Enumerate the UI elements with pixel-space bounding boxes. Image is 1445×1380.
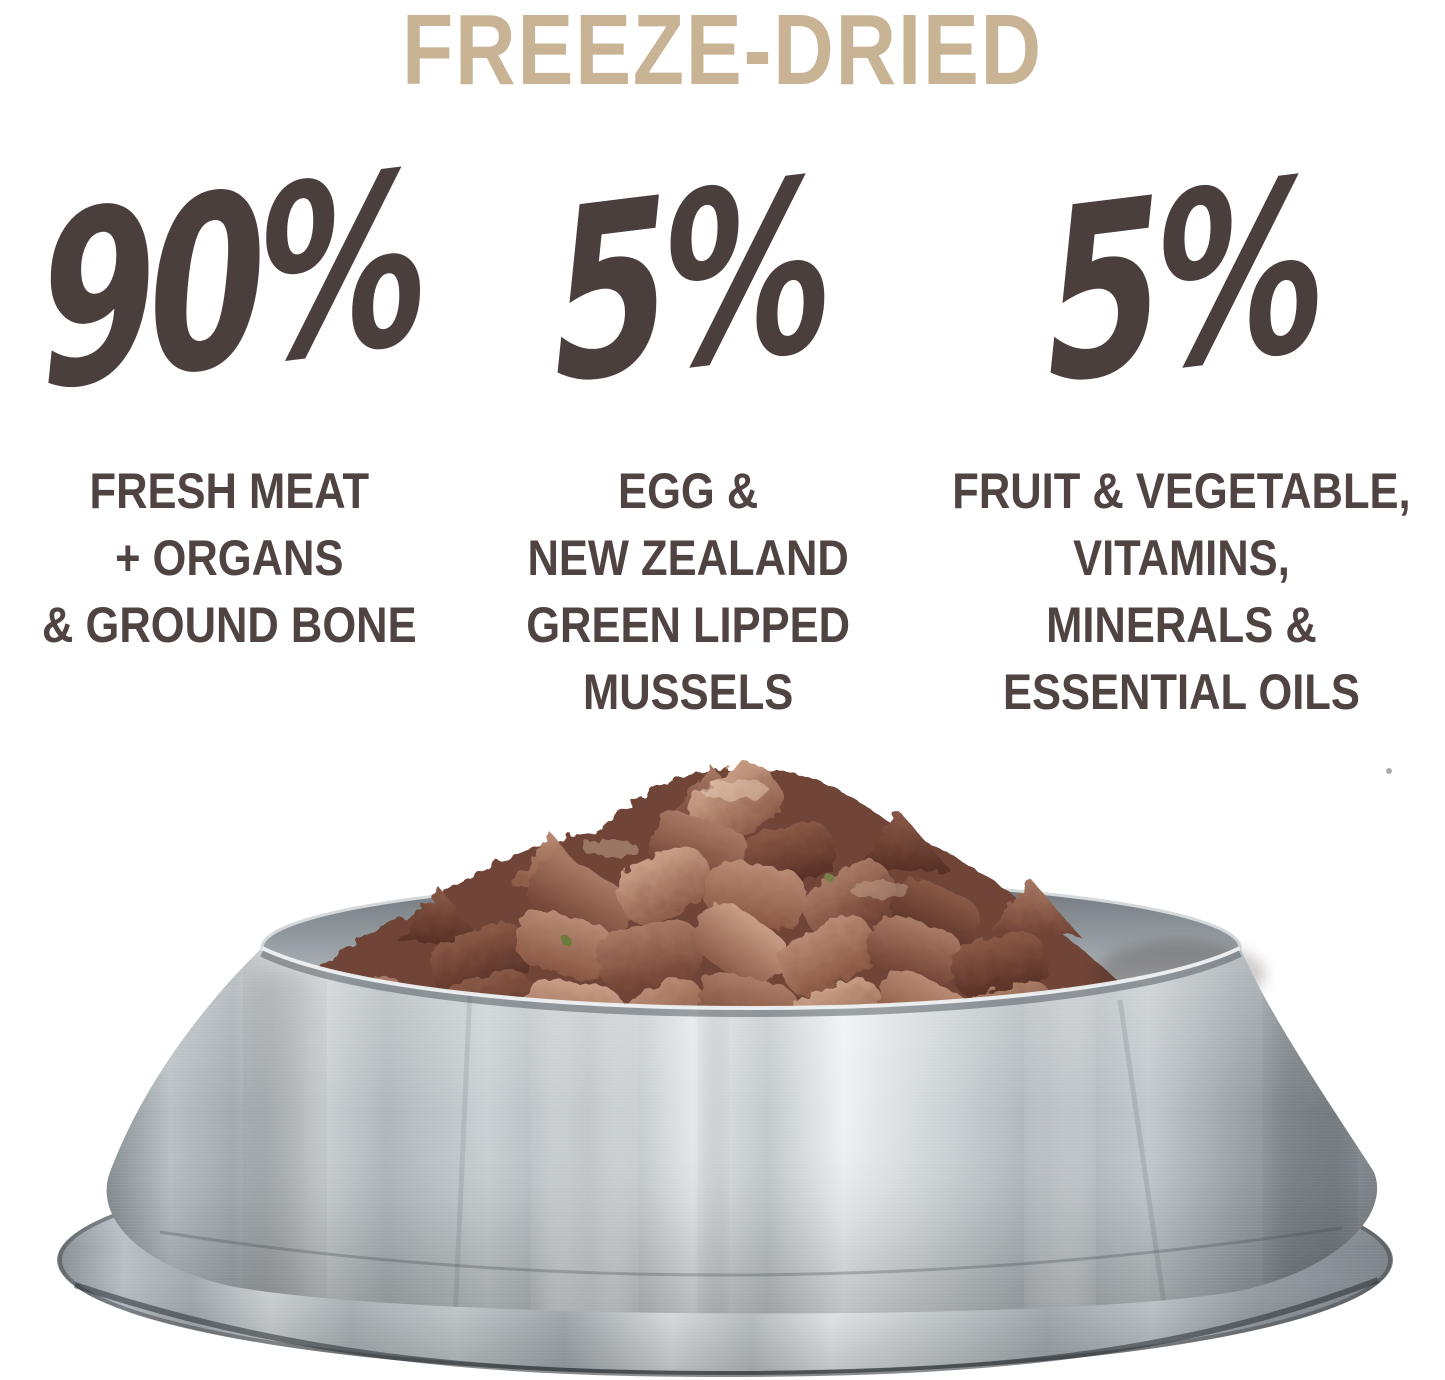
page-title-text: FREEZE-DRIED bbox=[402, 0, 1043, 106]
percent-value-fruit-veg: 5% bbox=[1040, 127, 1323, 437]
percent-value-egg-mussels: 5% bbox=[548, 127, 830, 437]
percent-wrap: 5% bbox=[459, 127, 918, 437]
composition-columns: 90% FRESH MEAT + ORGANS & GROUND BONE 5%… bbox=[0, 120, 1445, 726]
composition-column-egg-mussels: 5% EGG & NEW ZEALAND GREEN LIPPED MUSSEL… bbox=[459, 127, 918, 726]
percent-wrap: 5% bbox=[918, 127, 1445, 437]
percent-label-egg-mussels: EGG & NEW ZEALAND GREEN LIPPED MUSSELS bbox=[526, 463, 851, 720]
page-title: FREEZE-DRIED bbox=[0, 0, 1445, 100]
percent-label-fruit-veg: FRUIT & VEGETABLE, VITAMINS, MINERALS & … bbox=[952, 463, 1411, 720]
herb-fleck bbox=[560, 935, 570, 945]
bowl-body bbox=[106, 946, 1378, 1314]
herb-fleck bbox=[826, 874, 834, 882]
body-brim-crease bbox=[159, 1226, 1343, 1277]
percent-value-meat: 90% bbox=[34, 120, 425, 444]
composition-column-fruit-veg: 5% FRUIT & VEGETABLE, VITAMINS, MINERALS… bbox=[918, 127, 1445, 726]
percent-wrap: 90% bbox=[0, 120, 459, 443]
product-photo bbox=[57, 762, 1393, 1378]
photo-speck bbox=[1386, 768, 1392, 774]
percent-label-meat: FRESH MEAT + ORGANS & GROUND BONE bbox=[42, 463, 417, 653]
composition-column-meat: 90% FRESH MEAT + ORGANS & GROUND BONE bbox=[0, 120, 459, 726]
